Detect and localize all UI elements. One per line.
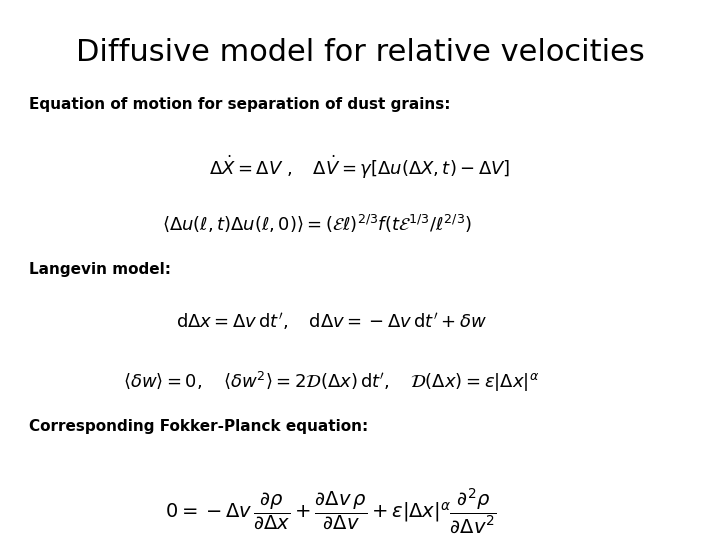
Text: Langevin model:: Langevin model:	[29, 262, 171, 277]
Text: $0 = -\Delta v\,\dfrac{\partial \rho}{\partial \Delta x} + \dfrac{\partial \Delt: $0 = -\Delta v\,\dfrac{\partial \rho}{\p…	[165, 486, 498, 535]
Text: Equation of motion for separation of dust grains:: Equation of motion for separation of dus…	[29, 97, 450, 112]
Text: $\mathrm{d}\Delta x = \Delta v\,\mathrm{d}t' , \quad \mathrm{d}\Delta v = -\Delt: $\mathrm{d}\Delta x = \Delta v\,\mathrm{…	[176, 310, 487, 332]
Text: Corresponding Fokker-Planck equation:: Corresponding Fokker-Planck equation:	[29, 418, 368, 434]
Text: $\langle \Delta u(\ell, t)\Delta u(\ell, 0) \rangle = (\mathcal{E}\ell)^{2/3} f(: $\langle \Delta u(\ell, t)\Delta u(\ell,…	[162, 213, 472, 234]
Text: $\Delta\dot{X} = \Delta V \ , \quad \Delta\dot{V} = \gamma[\Delta u(\Delta X, t): $\Delta\dot{X} = \Delta V \ , \quad \Del…	[210, 154, 510, 181]
Text: Diffusive model for relative velocities: Diffusive model for relative velocities	[76, 38, 644, 67]
Text: $\langle \delta w \rangle = 0 , \quad \langle \delta w^2 \rangle = 2\mathcal{D}(: $\langle \delta w \rangle = 0 , \quad \l…	[123, 370, 539, 394]
